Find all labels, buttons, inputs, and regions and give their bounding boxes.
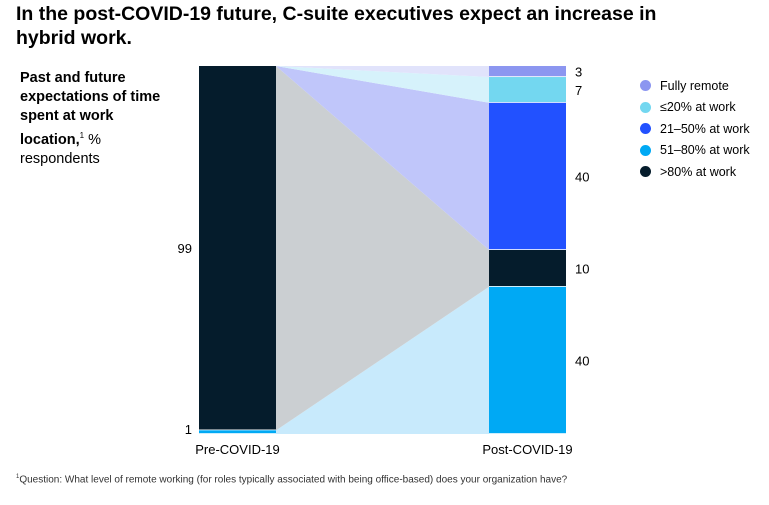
pre-bar-80-at-work bbox=[199, 66, 276, 430]
legend-swatch bbox=[640, 166, 651, 178]
legend-label: >80% at work bbox=[660, 164, 737, 179]
post-label-20-at-work: 7 bbox=[575, 83, 582, 98]
legend-item-51-80-at-work: 51–80% at work bbox=[640, 140, 750, 162]
post-label-fully-remote: 3 bbox=[575, 65, 582, 80]
post-label-21-50-at-work: 40 bbox=[575, 169, 589, 184]
subtitle-bold: Past and future expectations of time spe… bbox=[20, 70, 161, 148]
legend-label: 51–80% at work bbox=[660, 143, 750, 158]
legend: Fully remote ≤20% at work 21–50% at work 51… bbox=[640, 75, 750, 183]
footnote-text: Question: What level of remote working (… bbox=[19, 474, 568, 486]
flow-21-50-at-work bbox=[276, 66, 489, 250]
chart-subtitle: Past and future expectations of time spe… bbox=[20, 69, 170, 169]
flow-fully-remote bbox=[276, 66, 489, 78]
flow-20-at-work bbox=[276, 66, 489, 103]
legend-item-20-at-work: ≤20% at work bbox=[640, 97, 750, 119]
footnote: 1Question: What level of remote working … bbox=[16, 474, 567, 485]
post-label-51-80-at-work: 40 bbox=[575, 353, 589, 368]
post-bar-21-50-at-work bbox=[489, 102, 566, 250]
x-tick-post-covid: Post-COVID-19 bbox=[482, 442, 572, 457]
bars bbox=[199, 66, 566, 434]
pre-label-51-80-at-work: 1 bbox=[185, 422, 192, 437]
legend-swatch bbox=[640, 80, 651, 92]
legend-label: ≤20% at work bbox=[660, 100, 736, 115]
x-axis: Pre-COVID-19 Post-COVID-19 bbox=[195, 442, 572, 457]
subtitle-footnote-marker: 1 bbox=[79, 131, 85, 140]
legend-item-80-at-work: >80% at work bbox=[640, 161, 750, 183]
value-labels: 1 99 40 10 40 7 3 bbox=[178, 65, 590, 437]
legend-swatch bbox=[640, 101, 651, 113]
post-bar-80-at-work bbox=[489, 250, 566, 286]
flow-51-80-at-work bbox=[276, 286, 489, 434]
post-bar-fully-remote bbox=[489, 66, 566, 77]
flow-80-at-work bbox=[276, 66, 489, 431]
footnote-marker: 1 bbox=[16, 474, 20, 480]
legend-swatch bbox=[640, 123, 651, 135]
post-bar-51-80-at-work bbox=[489, 286, 566, 434]
legend-item-fully-remote: Fully remote bbox=[640, 75, 750, 97]
legend-item-21-50-at-work: 21–50% at work bbox=[640, 118, 750, 140]
subtitle-unit: % respondents bbox=[20, 131, 101, 167]
legend-label: Fully remote bbox=[660, 78, 729, 93]
legend-label: 21–50% at work bbox=[660, 121, 750, 136]
post-bar-20-at-work bbox=[489, 77, 566, 102]
chart-title: In the post-COVID-19 future, C-suite exe… bbox=[16, 3, 657, 49]
x-tick-pre-covid: Pre-COVID-19 bbox=[195, 442, 280, 457]
post-label-80-at-work: 10 bbox=[575, 261, 589, 276]
flow-bands bbox=[276, 66, 489, 434]
pre-bar-51-80-at-work bbox=[199, 430, 276, 434]
pre-label-80-at-work: 99 bbox=[178, 241, 192, 256]
legend-swatch bbox=[640, 144, 651, 156]
